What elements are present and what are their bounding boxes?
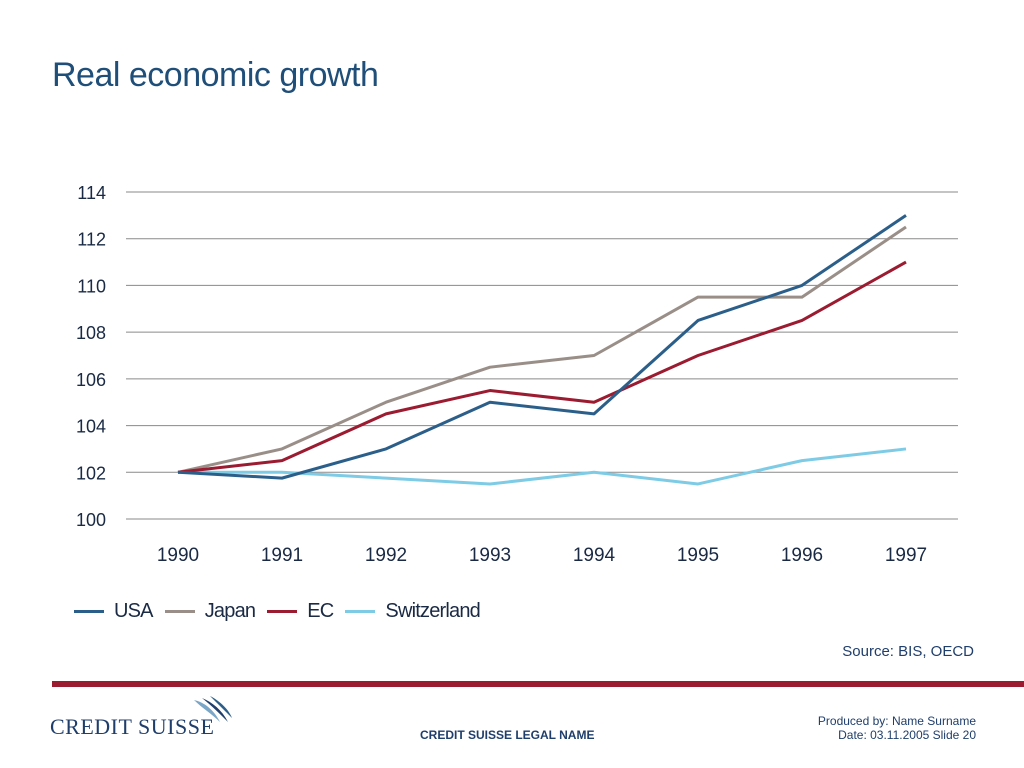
produced-by: Produced by: Name Surname [817, 714, 976, 728]
footer-meta: Produced by: Name Surname Date: 03.11.20… [818, 714, 976, 742]
date-slide: Date: 03.11.2005 Slide 20 [838, 728, 976, 742]
x-tick-label: 1993 [469, 545, 511, 566]
legend-swatch [267, 610, 298, 613]
y-tick-label: 104 [76, 417, 106, 437]
y-tick-label: 102 [76, 463, 106, 483]
series-line-japan [177, 225, 907, 474]
series-line-switzerland [178, 447, 907, 486]
logo-wordmark: CREDIT SUISSE [50, 714, 215, 739]
chart-legend: USA Japan EC Switzerland [74, 600, 492, 623]
x-axis-ticks: 1990 1991 1992 1993 1994 1995 1996 1997 [157, 545, 927, 566]
series-line-ec [177, 260, 907, 474]
footer-divider [52, 681, 1024, 687]
legend-swatch [164, 610, 195, 613]
x-tick-label: 1990 [157, 545, 199, 566]
chart-series [177, 214, 907, 486]
slide-title: Real economic growth [52, 56, 379, 94]
x-tick-label: 1991 [261, 545, 303, 566]
y-axis-ticks: 100 102 104 106 108 110 112 114 [76, 183, 106, 530]
y-tick-label: 106 [76, 370, 106, 390]
legend-item-usa: USA [74, 600, 154, 623]
x-tick-label: 1997 [885, 545, 927, 566]
legend-label: USA [114, 600, 154, 622]
legend-label: Switzerland [385, 600, 481, 622]
legend-item-switzerland: Switzerland [345, 600, 481, 623]
credit-suisse-logo: CREDIT SUISSE [50, 694, 240, 744]
series-line-usa [177, 214, 907, 480]
x-tick-label: 1995 [677, 545, 719, 566]
y-tick-label: 112 [77, 230, 106, 250]
legend-label: Japan [204, 600, 256, 622]
legend-item-japan: Japan [164, 600, 256, 623]
source-note: Source: BIS, OECD [842, 643, 974, 660]
chart-grid [126, 191, 958, 520]
x-tick-label: 1992 [365, 545, 407, 566]
x-tick-label: 1996 [781, 545, 823, 566]
y-tick-label: 100 [76, 510, 106, 530]
y-tick-label: 110 [77, 276, 106, 296]
legend-swatch [345, 610, 376, 613]
legend-item-ec: EC [267, 600, 334, 623]
sail-icon [194, 696, 232, 722]
legal-name: CREDIT SUISSE LEGAL NAME [420, 728, 595, 742]
y-tick-label: 108 [76, 323, 106, 343]
legend-swatch [74, 610, 104, 613]
y-tick-label: 114 [77, 183, 106, 203]
x-tick-label: 1994 [573, 545, 616, 566]
legend-label: EC [307, 600, 334, 622]
